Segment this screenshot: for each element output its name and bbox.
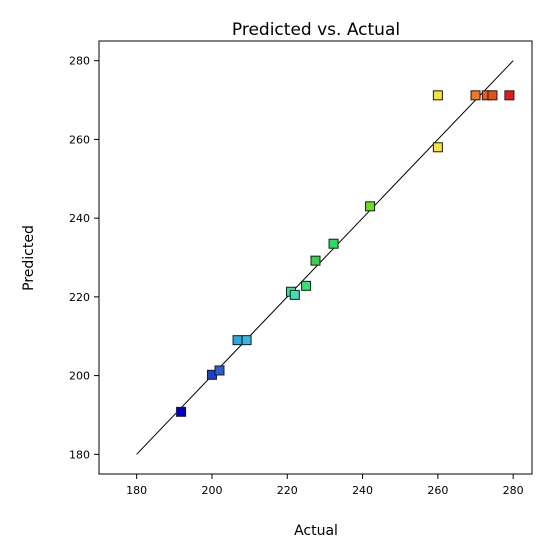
y-tick-label: 180 xyxy=(69,448,90,461)
x-axis: 180 200 220 240 260 280 xyxy=(126,474,524,497)
chart-title: Predicted vs. Actual xyxy=(232,20,400,40)
data-point xyxy=(432,142,443,153)
y-axis: 180 200 220 240 260 280 xyxy=(69,55,99,461)
data-point xyxy=(328,238,339,249)
x-tick-label: 260 xyxy=(427,484,448,497)
x-tick-label: 240 xyxy=(352,484,373,497)
data-points xyxy=(176,90,515,417)
y-axis-label: Predicted xyxy=(21,225,37,291)
x-axis-label: Actual xyxy=(294,523,338,539)
data-point xyxy=(301,280,312,291)
data-point xyxy=(241,335,252,346)
x-tick-label: 280 xyxy=(503,484,524,497)
data-point xyxy=(176,406,187,417)
y-tick-label: 260 xyxy=(69,133,90,146)
y-tick-label: 240 xyxy=(69,212,90,225)
data-point xyxy=(289,289,300,300)
x-tick-label: 200 xyxy=(201,484,222,497)
y-tick-label: 220 xyxy=(69,291,90,304)
x-tick-label: 220 xyxy=(277,484,298,497)
data-point xyxy=(232,335,243,346)
data-point xyxy=(504,90,515,101)
data-point xyxy=(432,90,443,101)
x-tick-label: 180 xyxy=(126,484,147,497)
reference-line xyxy=(136,60,514,455)
data-point xyxy=(470,90,481,101)
y-tick-label: 200 xyxy=(69,370,90,383)
data-point xyxy=(214,365,225,376)
data-point xyxy=(310,255,321,266)
data-point xyxy=(487,90,498,101)
y-tick-label: 280 xyxy=(69,55,90,68)
data-point xyxy=(365,201,376,212)
